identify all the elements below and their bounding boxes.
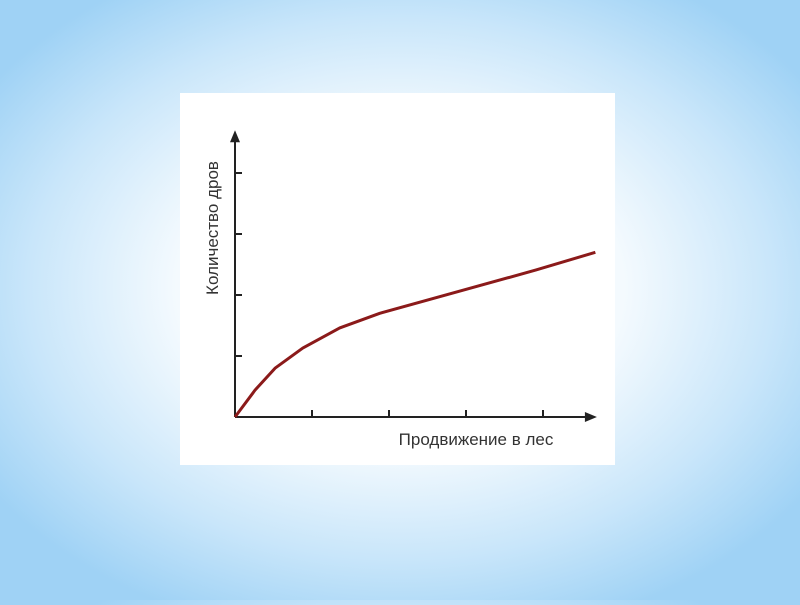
- x-axis-label: Продвижение в лес: [399, 430, 554, 449]
- data-line: [233, 250, 596, 418]
- y-axis-arrow: [230, 130, 240, 143]
- y-axis-label: Количество дров: [203, 161, 222, 295]
- x-axis-arrow: [584, 412, 597, 422]
- chart-background: [180, 93, 615, 465]
